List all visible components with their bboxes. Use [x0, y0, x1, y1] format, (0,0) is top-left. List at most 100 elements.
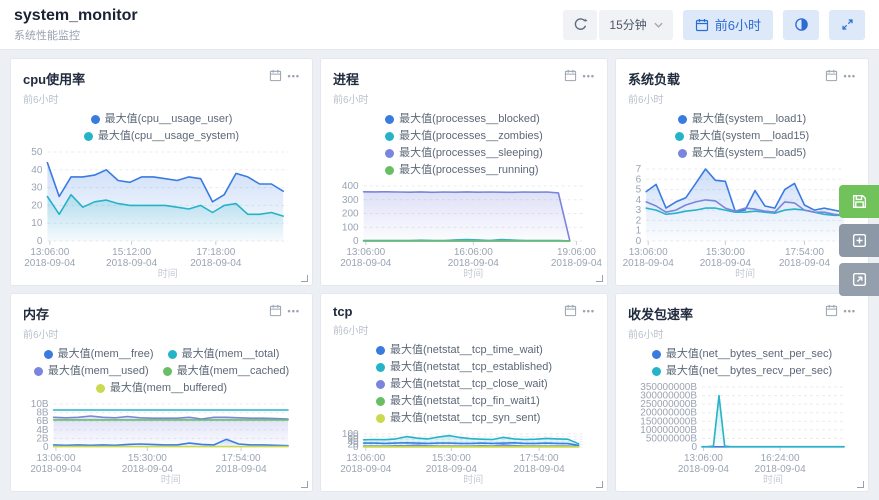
- legend-item[interactable]: 最大值(mem__used): [33, 364, 149, 379]
- calendar-icon[interactable]: [269, 304, 282, 317]
- legend-item[interactable]: 最大值(mem__cached): [162, 364, 289, 379]
- chevron-down-icon: [654, 22, 663, 28]
- refresh-button[interactable]: [563, 9, 598, 40]
- svg-text:2018-09-04: 2018-09-04: [779, 258, 831, 269]
- legend-item[interactable]: 最大值(processes__zombies): [385, 129, 543, 144]
- svg-text:19:06:00: 19:06:00: [557, 247, 596, 258]
- legend-item[interactable]: 最大值(mem__free): [43, 347, 154, 362]
- legend-dot: [162, 367, 172, 376]
- svg-text:2018-09-04: 2018-09-04: [216, 464, 268, 475]
- legend-dot: [43, 350, 53, 359]
- legend-dot: [651, 367, 661, 376]
- svg-text:2018-09-04: 2018-09-04: [106, 258, 158, 269]
- resize-handle[interactable]: [301, 275, 308, 282]
- legend-item[interactable]: 最大值(netstat__tcp_fin_wait1): [375, 394, 540, 409]
- interval-dropdown[interactable]: 15分钟: [599, 9, 673, 40]
- expand-button[interactable]: [829, 9, 865, 40]
- svg-text:时间: 时间: [161, 473, 181, 486]
- svg-text:2018-09-04: 2018-09-04: [122, 464, 174, 475]
- svg-text:40: 40: [347, 437, 359, 448]
- legend-item[interactable]: 最大值(mem__total): [167, 347, 280, 362]
- calendar-icon[interactable]: [825, 304, 838, 317]
- svg-text:100: 100: [342, 429, 359, 440]
- legend-item[interactable]: 最大值(system__load5): [677, 146, 806, 161]
- legend-item[interactable]: 最大值(processes__sleeping): [385, 146, 543, 161]
- panel-menu-button[interactable]: •••: [582, 305, 595, 316]
- svg-text:时间: 时间: [463, 267, 483, 280]
- svg-text:13:06:00: 13:06:00: [629, 247, 668, 258]
- panel-menu-button[interactable]: •••: [287, 305, 300, 316]
- panel-menu-button[interactable]: •••: [582, 70, 595, 81]
- svg-text:0: 0: [353, 236, 359, 247]
- system-load-chart[interactable]: 7 6 5 4 3 2 1 0 13:06:00 2018-09-04 15:30:00 2018-0…: [623, 164, 856, 280]
- contrast-button[interactable]: [783, 9, 819, 40]
- legend-item[interactable]: 最大值(cpu__usage_user): [90, 112, 232, 127]
- svg-text:2018-09-04: 2018-09-04: [426, 464, 478, 475]
- svg-text:13:06:00: 13:06:00: [684, 453, 723, 464]
- svg-text:17:54:00: 17:54:00: [785, 247, 824, 258]
- panel-title: 内存: [23, 307, 50, 322]
- memory-chart[interactable]: 10B 8B 6B 4B 2B 0 13:06:00 2018-09-04 15:30:00 20…: [23, 399, 300, 486]
- svg-text:17:54:00: 17:54:00: [520, 453, 559, 464]
- legend-label: 最大值(netstat__tcp_established): [389, 361, 553, 373]
- legend-item[interactable]: 最大值(netstat__tcp_syn_sent): [375, 411, 540, 426]
- legend-label: 最大值(mem__total): [181, 348, 280, 360]
- legend-item[interactable]: 最大值(cpu__usage_system): [83, 129, 239, 144]
- svg-text:300: 300: [342, 195, 359, 206]
- legend-item[interactable]: 最大值(netstat__tcp_established): [375, 360, 553, 375]
- svg-text:13:06:00: 13:06:00: [30, 247, 69, 258]
- import-button[interactable]: [839, 263, 879, 296]
- time-range-button[interactable]: 前6小时: [682, 9, 773, 40]
- calendar-icon[interactable]: [825, 69, 838, 82]
- legend-item[interactable]: 最大值(system__load1): [677, 112, 806, 127]
- svg-text:2018-09-04: 2018-09-04: [30, 464, 82, 475]
- legend-item[interactable]: 最大值(net__bytes_recv_per_sec): [651, 364, 832, 379]
- resize-handle[interactable]: [596, 481, 603, 488]
- legend-item[interactable]: 最大值(processes__running): [385, 163, 539, 178]
- svg-text:15:30:00: 15:30:00: [706, 247, 745, 258]
- svg-text:400: 400: [342, 181, 359, 192]
- legend-dot: [385, 166, 395, 175]
- panel-processes: 进程 前6小时 ••• 最大值(processes__blocked) 最大值(p…: [320, 58, 608, 286]
- legend-dot: [677, 149, 687, 158]
- legend-item[interactable]: 最大值(net__bytes_sent_per_sec): [651, 347, 832, 362]
- panel-menu-button[interactable]: •••: [287, 70, 300, 81]
- panel-subtitle: 前6小时: [23, 95, 59, 106]
- legend-item[interactable]: 最大值(netstat__tcp_close_wait): [375, 377, 548, 392]
- cpu-usage-chart[interactable]: 50 40 30 20 10 0 13:06:00 2018-09-04 15:12:00 201…: [23, 147, 300, 280]
- resize-handle[interactable]: [857, 481, 864, 488]
- svg-text:2018-09-04: 2018-09-04: [190, 258, 242, 269]
- legend-item[interactable]: 最大值(netstat__tcp_time_wait): [375, 343, 543, 358]
- legend-item[interactable]: 最大值(system__load15): [674, 129, 810, 144]
- save-button[interactable]: [839, 185, 879, 218]
- svg-text:2018-09-04: 2018-09-04: [340, 464, 392, 475]
- calendar-icon[interactable]: [269, 69, 282, 82]
- calendar-icon[interactable]: [564, 304, 577, 317]
- panel-memory: 内存 前6小时 ••• 最大值(mem__free) 最大值(mem__total…: [10, 293, 313, 492]
- resize-handle[interactable]: [301, 481, 308, 488]
- svg-text:2018-09-04: 2018-09-04: [700, 258, 752, 269]
- svg-text:17:54:00: 17:54:00: [222, 453, 261, 464]
- svg-text:10: 10: [31, 218, 43, 229]
- calendar-icon[interactable]: [564, 69, 577, 82]
- save-icon: [852, 194, 866, 209]
- svg-text:时间: 时间: [763, 473, 783, 486]
- panel-tcp: tcp 前6小时 ••• 最大值(netstat__tcp_time_wait)…: [320, 293, 608, 492]
- legend-item[interactable]: 最大值(processes__blocked): [385, 112, 540, 127]
- svg-text:6: 6: [636, 174, 642, 185]
- svg-text:3: 3: [636, 205, 642, 216]
- legend-dot: [375, 346, 385, 355]
- tcp-chart[interactable]: 100 80 60 40 20 0 13:06:00 2018-09-04 15:30:00 20…: [333, 429, 595, 486]
- processes-chart[interactable]: 400 300 200 100 0 13:06:00 2018-09-04 16:06:00 2…: [333, 181, 602, 280]
- svg-text:7: 7: [636, 164, 642, 175]
- net-rate-chart[interactable]: 350000000B 300000000B 250000000B 200000000B…: [628, 382, 856, 486]
- panel-menu-button[interactable]: •••: [843, 70, 856, 81]
- panel-menu-button[interactable]: •••: [843, 305, 856, 316]
- add-panel-button[interactable]: [839, 224, 879, 257]
- legend-item[interactable]: 最大值(mem__buffered): [95, 381, 227, 396]
- panel-subtitle: 前6小时: [333, 326, 369, 337]
- svg-text:6B: 6B: [36, 416, 49, 427]
- legend-label: 最大值(system__load15): [688, 130, 810, 142]
- legend-dot: [385, 132, 395, 141]
- resize-handle[interactable]: [596, 275, 603, 282]
